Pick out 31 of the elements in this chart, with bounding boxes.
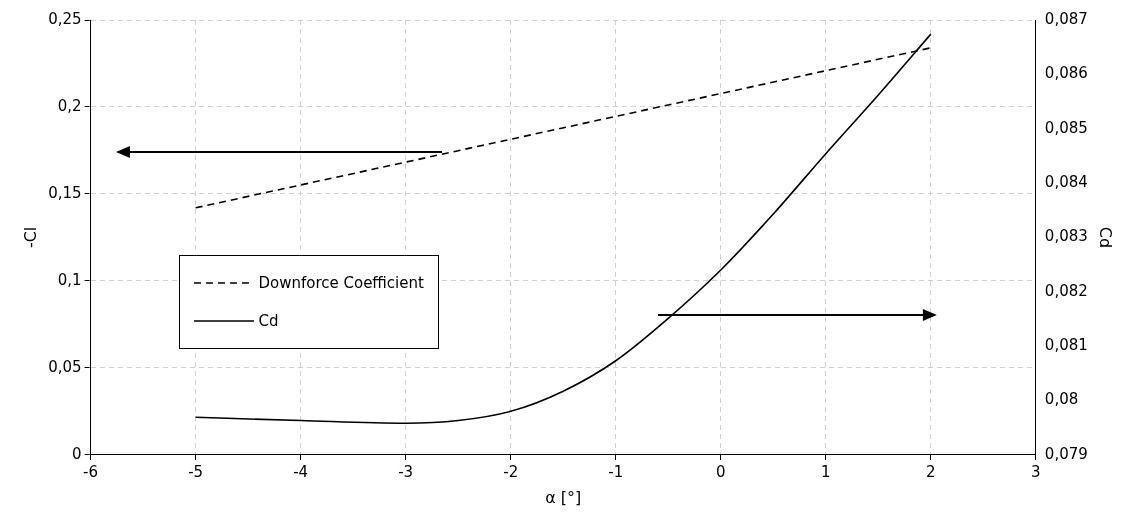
x-tick-label: -2 — [503, 462, 519, 481]
y2-tick-label: 0,079 — [1044, 444, 1088, 463]
y-tick-label: 0 — [72, 444, 82, 463]
x-tick-label: 1 — [821, 462, 831, 481]
y2-tick-label: 0,083 — [1044, 227, 1088, 246]
x-tick-label: -3 — [398, 462, 414, 481]
y2-tick-label: 0,084 — [1044, 172, 1088, 191]
y2-axis-title: Cd — [1096, 226, 1116, 249]
y2-tick-label: 0,087 — [1044, 9, 1088, 28]
y-axis-title: -Cl — [20, 226, 40, 249]
x-tick-label: 0 — [716, 462, 726, 481]
x-tick-label: -4 — [293, 462, 309, 481]
y2-tick-label: 0,08 — [1044, 390, 1079, 409]
y2-tick-label: 0,086 — [1044, 64, 1088, 83]
x-axis-title: α [°] — [545, 487, 582, 507]
y-tick-label: 0,1 — [57, 270, 82, 289]
legend-label: Cd — [258, 311, 279, 330]
line-series — [194, 33, 932, 425]
legend-label: Downforce Coefficient — [258, 273, 424, 292]
y-tick-label: 0,15 — [48, 183, 82, 202]
y2-tick-label: 0,085 — [1044, 118, 1088, 137]
x-tick-label: 2 — [926, 462, 936, 481]
x-tick-label: -5 — [188, 462, 204, 481]
x-tick-label: -1 — [608, 462, 624, 481]
y-tick-label: 0,05 — [48, 357, 82, 376]
x-tick-label: 3 — [1031, 462, 1041, 481]
y2-tick-label: 0,082 — [1044, 281, 1088, 300]
y-tick-label: 0,25 — [48, 9, 82, 28]
x-tick-label: -6 — [83, 462, 99, 481]
y2-tick-label: 0,081 — [1044, 335, 1088, 354]
y-tick-label: 0,2 — [57, 96, 82, 115]
